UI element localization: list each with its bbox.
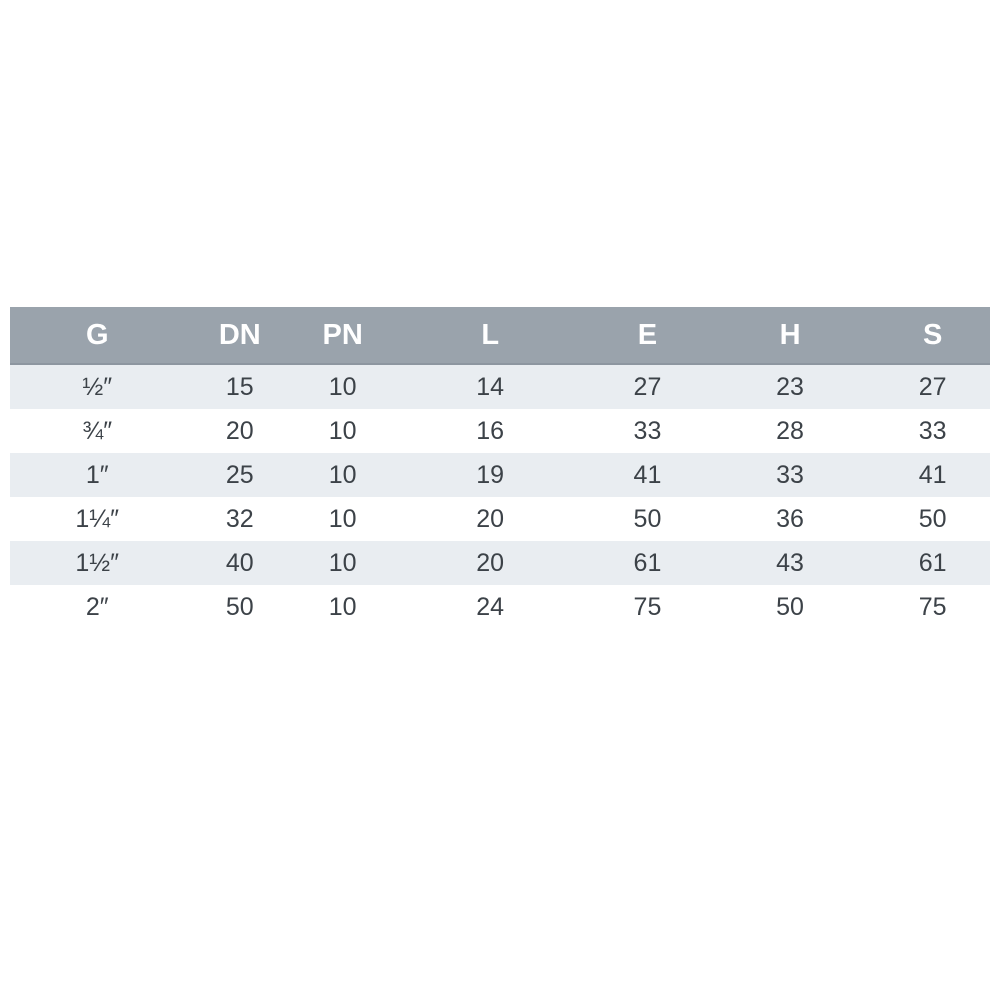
cell-h: 36: [704, 497, 876, 541]
cell-l: 19: [390, 453, 591, 497]
cell-s: 50: [875, 497, 990, 541]
cell-dn: 32: [184, 497, 296, 541]
pipe-fitting-specs-table: G DN PN L E H S ½″ 15 10 14 27 23 27 ¾″ …: [10, 307, 990, 629]
cell-dn: 40: [184, 541, 296, 585]
column-header-g: G: [10, 307, 185, 365]
cell-dn: 50: [184, 585, 296, 629]
cell-e: 61: [590, 541, 705, 585]
column-header-s: S: [875, 307, 990, 365]
cell-dn: 20: [184, 409, 296, 453]
cell-h: 28: [704, 409, 876, 453]
cell-g: 1¼″: [10, 497, 185, 541]
column-header-l: L: [390, 307, 591, 365]
cell-l: 20: [390, 497, 591, 541]
cell-g: ¾″: [10, 409, 185, 453]
cell-pn: 10: [295, 497, 391, 541]
cell-e: 50: [590, 497, 705, 541]
column-header-e: E: [590, 307, 705, 365]
cell-s: 41: [875, 453, 990, 497]
header-row: G DN PN L E H S: [10, 307, 990, 365]
cell-h: 50: [704, 585, 876, 629]
cell-s: 61: [875, 541, 990, 585]
cell-l: 20: [390, 541, 591, 585]
table-row: ½″ 15 10 14 27 23 27: [10, 364, 990, 409]
specs-table-container: G DN PN L E H S ½″ 15 10 14 27 23 27 ¾″ …: [10, 307, 990, 629]
cell-pn: 10: [295, 453, 391, 497]
cell-g: 2″: [10, 585, 185, 629]
cell-l: 24: [390, 585, 591, 629]
cell-s: 27: [875, 364, 990, 409]
cell-h: 43: [704, 541, 876, 585]
cell-e: 27: [590, 364, 705, 409]
cell-e: 41: [590, 453, 705, 497]
cell-e: 33: [590, 409, 705, 453]
cell-dn: 25: [184, 453, 296, 497]
table-row: 1″ 25 10 19 41 33 41: [10, 453, 990, 497]
cell-dn: 15: [184, 364, 296, 409]
cell-pn: 10: [295, 409, 391, 453]
table-row: 1½″ 40 10 20 61 43 61: [10, 541, 990, 585]
cell-g: ½″: [10, 364, 185, 409]
cell-pn: 10: [295, 364, 391, 409]
cell-h: 23: [704, 364, 876, 409]
column-header-h: H: [704, 307, 876, 365]
cell-l: 14: [390, 364, 591, 409]
cell-s: 33: [875, 409, 990, 453]
cell-l: 16: [390, 409, 591, 453]
cell-g: 1½″: [10, 541, 185, 585]
table-row: ¾″ 20 10 16 33 28 33: [10, 409, 990, 453]
cell-e: 75: [590, 585, 705, 629]
column-header-dn: DN: [184, 307, 296, 365]
column-header-pn: PN: [295, 307, 391, 365]
table-row: 1¼″ 32 10 20 50 36 50: [10, 497, 990, 541]
cell-pn: 10: [295, 541, 391, 585]
cell-s: 75: [875, 585, 990, 629]
cell-pn: 10: [295, 585, 391, 629]
cell-h: 33: [704, 453, 876, 497]
table-row: 2″ 50 10 24 75 50 75: [10, 585, 990, 629]
cell-g: 1″: [10, 453, 185, 497]
